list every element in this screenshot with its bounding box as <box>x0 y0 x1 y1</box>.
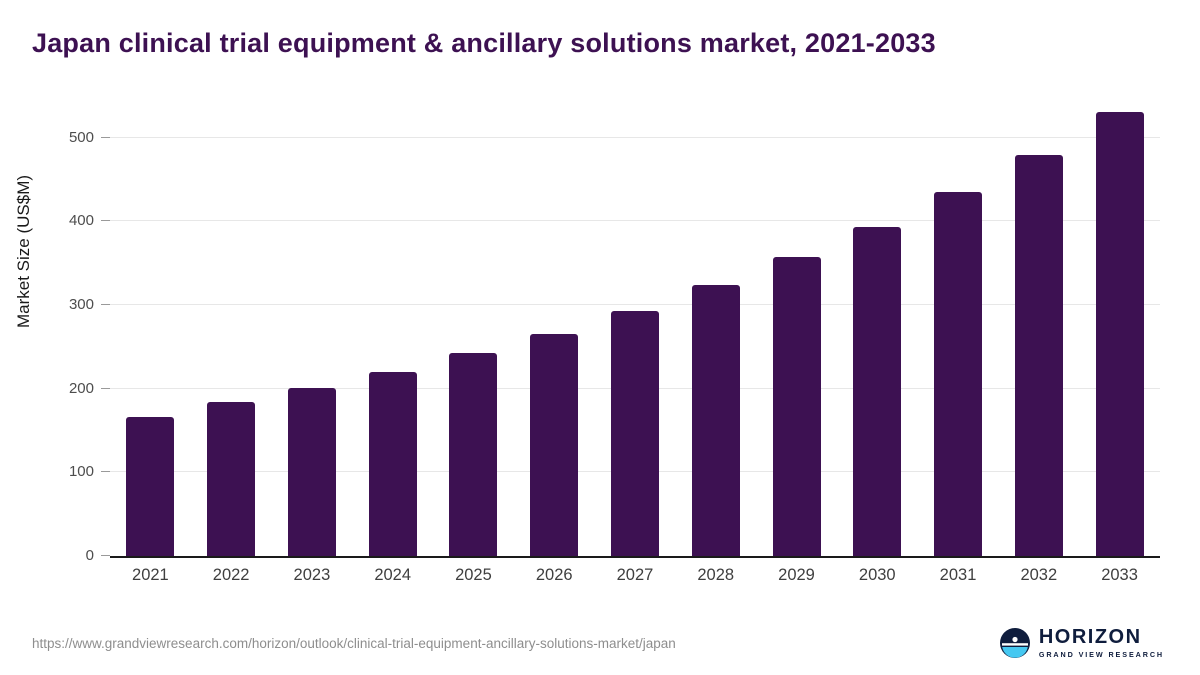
x-tick-label-2023: 2023 <box>293 566 331 584</box>
bar-2023 <box>287 387 336 556</box>
bars-layer <box>110 98 1160 556</box>
x-tick-label-2030: 2030 <box>858 566 896 584</box>
bar-column-2028 <box>675 98 756 556</box>
x-tick-label-2024: 2024 <box>374 566 412 584</box>
chart-title: Japan clinical trial equipment & ancilla… <box>32 28 936 58</box>
bar-column-2032 <box>998 98 1079 556</box>
logo-subtitle: GRAND VIEW RESEARCH <box>1038 650 1164 659</box>
y-tick-mark-500 <box>101 136 110 138</box>
y-tick-label-500: 500 <box>68 128 94 146</box>
bar-2033 <box>1095 111 1144 556</box>
y-tick-mark-200 <box>101 387 110 389</box>
y-tick-mark-100 <box>101 471 110 473</box>
plot-area: 0 100 200 300 400 500 <box>69 98 1160 563</box>
y-axis-label: Market Size (US$M) <box>14 174 33 328</box>
bar-2032 <box>1014 154 1063 556</box>
x-tick-label-2033: 2033 <box>1101 566 1138 584</box>
x-tick-label-2031: 2031 <box>939 566 977 584</box>
bar-2030 <box>853 227 902 556</box>
bar-2022 <box>207 402 256 556</box>
x-tick-label-2021: 2021 <box>132 566 169 584</box>
gridline-400 <box>110 220 1160 222</box>
x-axis-labels: 2021 2022 2023 2024 2025 2026 2027 2028 2029 2030… <box>110 566 1160 585</box>
bar-2031 <box>934 192 983 556</box>
bar-column-2026 <box>514 98 595 556</box>
bar-column-2023 <box>272 98 353 556</box>
y-tick-label-200: 200 <box>68 379 94 397</box>
bar-column-2031 <box>918 98 999 556</box>
bar-column-2022 <box>191 98 272 556</box>
y-tick-mark-300 <box>101 304 110 306</box>
x-tick-label-2022: 2022 <box>212 566 250 584</box>
y-tick-label-100: 100 <box>68 463 94 481</box>
bar-column-2029 <box>756 98 837 556</box>
footer: https://www.grandviewresearch.com/horizo… <box>32 627 1164 659</box>
y-tick-mark-400 <box>101 220 110 222</box>
bar-column-2027 <box>595 98 676 556</box>
x-tick-label-2029: 2029 <box>778 566 815 584</box>
logo-name: HORIZON <box>1038 626 1142 648</box>
bar-column-2024 <box>352 98 433 556</box>
bar-column-2021 <box>110 98 191 556</box>
bar-2021 <box>126 417 175 556</box>
bar-2025 <box>449 352 498 556</box>
horizon-circle-icon <box>999 628 1030 658</box>
bar-column-2025 <box>433 98 514 556</box>
horizon-logo: HORIZON GRAND VIEW RESEARCH <box>999 627 1164 659</box>
bar-2028 <box>691 285 740 556</box>
gridline-500 <box>110 136 1160 138</box>
x-tick-label-2032: 2032 <box>1020 566 1058 584</box>
bar-column-2033 <box>1079 98 1160 556</box>
x-tick-label-2027: 2027 <box>616 566 654 584</box>
bar-2026 <box>530 333 579 556</box>
source-url: https://www.grandviewresearch.com/horizo… <box>32 635 676 651</box>
bar-2027 <box>610 310 659 556</box>
x-tick-label-2025: 2025 <box>455 566 492 584</box>
x-tick-label-2028: 2028 <box>697 566 735 584</box>
logo-text: HORIZON GRAND VIEW RESEARCH <box>1039 627 1164 659</box>
bar-2029 <box>772 257 821 556</box>
y-tick-label-400: 400 <box>68 212 94 230</box>
bar-2024 <box>368 372 417 556</box>
y-tick-label-300: 300 <box>68 296 94 314</box>
y-tick-label-0: 0 <box>85 547 94 564</box>
y-tick-mark-0 <box>101 555 110 556</box>
gridline-300 <box>110 304 1160 306</box>
x-tick-label-2026: 2026 <box>535 566 573 584</box>
bar-column-2030 <box>837 98 918 556</box>
